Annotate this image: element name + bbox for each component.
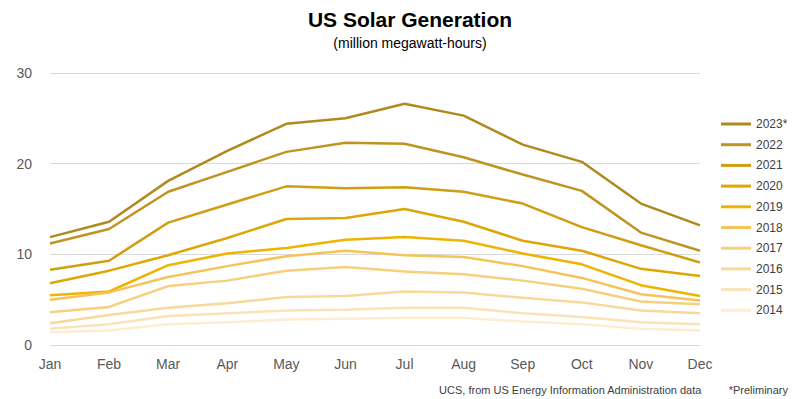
svg-text:Feb: Feb	[97, 356, 121, 372]
svg-text:30: 30	[16, 65, 32, 81]
svg-text:2014: 2014	[756, 303, 783, 317]
svg-text:Jun: Jun	[334, 356, 357, 372]
svg-text:Mar: Mar	[156, 356, 180, 372]
svg-text:0: 0	[24, 337, 32, 353]
svg-text:Nov: Nov	[628, 356, 653, 372]
svg-text:2017: 2017	[756, 241, 783, 255]
svg-text:2023*: 2023*	[756, 117, 788, 131]
svg-text:2020: 2020	[756, 179, 783, 193]
svg-text:May: May	[273, 356, 299, 372]
svg-text:2015: 2015	[756, 283, 783, 297]
svg-text:Dec: Dec	[688, 356, 713, 372]
svg-text:2019: 2019	[756, 200, 783, 214]
svg-text:2022: 2022	[756, 138, 783, 152]
svg-text:UCS, from US Energy Informatio: UCS, from US Energy Information Administ…	[439, 384, 702, 396]
svg-text:Oct: Oct	[571, 356, 593, 372]
svg-text:2018: 2018	[756, 221, 783, 235]
svg-text:*Preliminary: *Preliminary	[729, 384, 789, 396]
svg-text:Aug: Aug	[451, 356, 476, 372]
svg-text:Apr: Apr	[216, 356, 238, 372]
svg-text:US Solar Generation: US Solar Generation	[308, 8, 512, 31]
svg-text:Jul: Jul	[396, 356, 414, 372]
svg-text:Sep: Sep	[510, 356, 535, 372]
svg-text:2021: 2021	[756, 158, 783, 172]
svg-text:10: 10	[16, 246, 32, 262]
svg-text:2016: 2016	[756, 262, 783, 276]
svg-text:(million megawatt-hours): (million megawatt-hours)	[333, 35, 486, 51]
svg-text:20: 20	[16, 156, 32, 172]
svg-text:Jan: Jan	[39, 356, 62, 372]
